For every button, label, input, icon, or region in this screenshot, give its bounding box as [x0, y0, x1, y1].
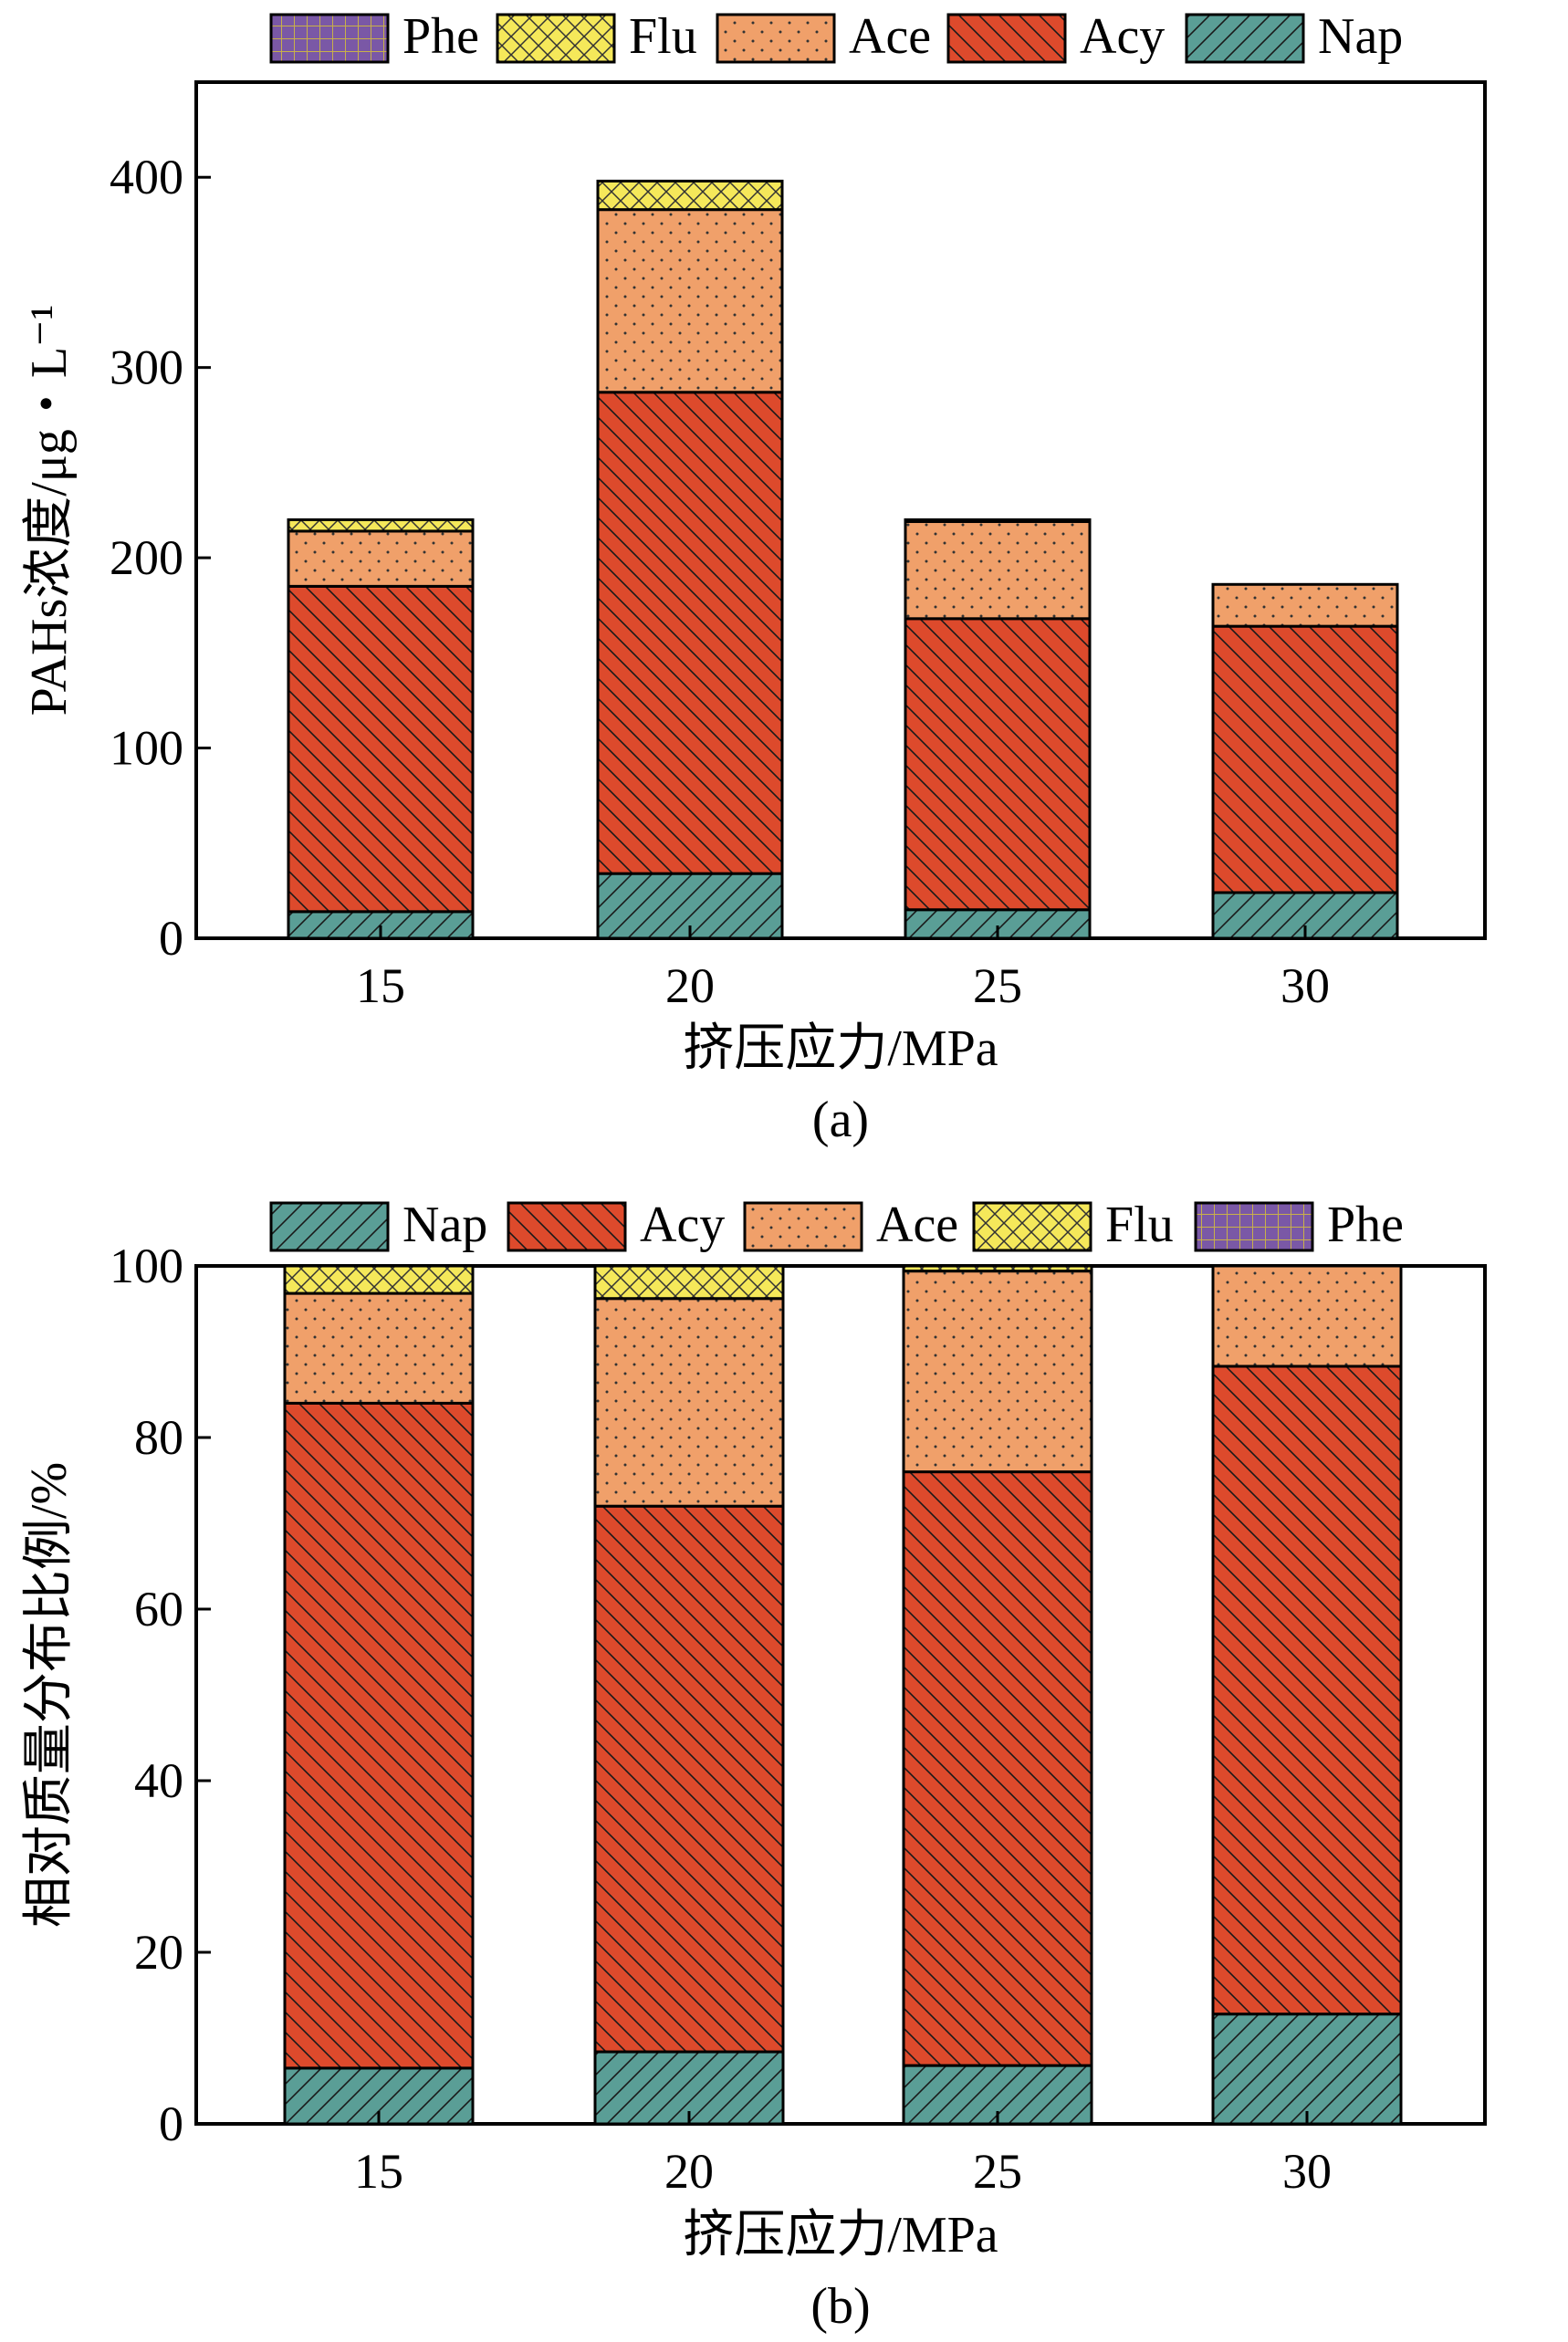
legend-swatch-flu: [496, 13, 616, 64]
x-tick-label-a: 30: [1281, 958, 1330, 1013]
legend-label-acy: Acy: [640, 1197, 725, 1253]
bar-segment-flu-15: [283, 1264, 475, 1295]
y-tick-label-a: 400: [110, 150, 183, 204]
bar-segment-flu-25: [902, 1264, 1093, 1273]
legend-label-nap: Nap: [1318, 8, 1403, 65]
legend-swatch-ace: [716, 13, 836, 64]
bar-segment-acy-25: [904, 617, 1092, 912]
panel-b: Nap Acy Ace Flu Phe 0 20 40 60 80 100 15 20 25 30 相对…: [21, 1197, 1487, 2335]
bar-segment-acy-15: [287, 584, 475, 914]
legend-b: Nap Acy Ace Flu Phe: [269, 1197, 1404, 1253]
legend-swatch-ace: [743, 1201, 863, 1252]
bar-segment-flu-20: [593, 1264, 785, 1301]
bar-segment-flu-25: [904, 518, 1092, 524]
legend-label-phe: Phe: [1327, 1197, 1404, 1253]
bar-segment-acy-30: [1211, 1364, 1403, 2016]
legend-swatch-phe: [269, 13, 390, 64]
legend-a: Phe Flu Ace Acy Nap: [269, 8, 1403, 65]
legend-swatch-nap: [1185, 13, 1305, 64]
x-tick-label-a: 15: [356, 958, 405, 1013]
y-tick-label-a: 300: [110, 340, 183, 395]
legend-label-acy: Acy: [1080, 8, 1165, 65]
bar-segment-acy-25: [902, 1470, 1093, 2067]
x-ticks-b: 15 20 25 30: [354, 2111, 1332, 2199]
bar-segment-flu-15: [287, 518, 475, 533]
y-tick-label-a: 200: [110, 530, 183, 585]
legend-label-phe: Phe: [402, 8, 479, 65]
y-tick-label-b: 40: [134, 1753, 183, 1808]
panel-caption-a: (a): [812, 1092, 869, 1148]
y-ticks-a: 0 100 200 300 400: [110, 150, 211, 966]
legend-swatch-acy: [946, 13, 1067, 64]
y-axis-label-a: PAHs浓度/μg・L⁻¹: [21, 305, 78, 716]
legend-label-nap: Nap: [402, 1197, 487, 1253]
bar-segment-acy-20: [596, 391, 784, 875]
bar-segment-flu-20: [596, 179, 784, 212]
x-axis-label-a: 挤压应力/MPa: [683, 1020, 998, 1077]
bars-b: [283, 1264, 1403, 2126]
panel-caption-b: (b): [810, 2278, 870, 2335]
bar-segment-ace-30: [1211, 582, 1399, 628]
bars-a: [287, 179, 1399, 940]
y-tick-label-b: 80: [134, 1410, 183, 1465]
x-tick-label-a: 25: [973, 958, 1022, 1013]
plot-frame-a: [194, 80, 1487, 940]
x-tick-label-b: 15: [354, 2144, 403, 2199]
y-tick-label-a: 100: [110, 721, 183, 776]
plot-frame-b: [194, 1264, 1487, 2126]
bar-segment-ace-25: [902, 1270, 1093, 1474]
y-tick-label-b: 0: [159, 2096, 183, 2151]
bar-segment-acy-30: [1211, 624, 1399, 894]
x-axis-label-b: 挤压应力/MPa: [683, 2207, 998, 2264]
bar-segment-ace-15: [287, 529, 475, 588]
legend-swatch-phe: [1194, 1201, 1314, 1252]
panel-a: Phe Flu Ace Acy Nap 0 100 200 300 400 15 20 25 30 P…: [21, 8, 1487, 1148]
y-tick-label-a: 0: [159, 911, 183, 966]
bar-segment-ace-15: [283, 1291, 475, 1405]
legend-swatch-nap: [269, 1201, 390, 1252]
bar-segment-nap-30: [1211, 2013, 1403, 2126]
legend-swatch-flu: [972, 1201, 1092, 1252]
x-tick-label-b: 20: [664, 2144, 714, 2199]
y-axis-label-b: 相对质量分布比例/%: [21, 1462, 78, 1928]
bar-segment-acy-20: [593, 1504, 785, 2054]
y-ticks-b: 0 20 40 60 80 100: [110, 1239, 211, 2151]
bar-segment-acy-15: [283, 1401, 475, 2070]
legend-label-ace: Ace: [849, 8, 931, 65]
bar-segment-ace-30: [1211, 1264, 1403, 1368]
bar-segment-ace-20: [593, 1297, 785, 1508]
legend-label-flu: Flu: [1105, 1197, 1174, 1253]
legend-label-ace: Ace: [876, 1197, 958, 1253]
x-tick-label-b: 25: [973, 2144, 1022, 2199]
x-ticks-a: 15 20 25 30: [356, 925, 1330, 1013]
y-tick-label-b: 20: [134, 1925, 183, 1980]
y-tick-label-b: 60: [134, 1582, 183, 1636]
x-tick-label-b: 30: [1282, 2144, 1332, 2199]
x-tick-label-a: 20: [665, 958, 715, 1013]
bar-segment-ace-20: [596, 208, 784, 394]
y-tick-label-b: 100: [110, 1239, 183, 1293]
bar-segment-ace-25: [904, 520, 1092, 621]
legend-swatch-acy: [507, 1201, 627, 1252]
legend-label-flu: Flu: [629, 8, 697, 65]
